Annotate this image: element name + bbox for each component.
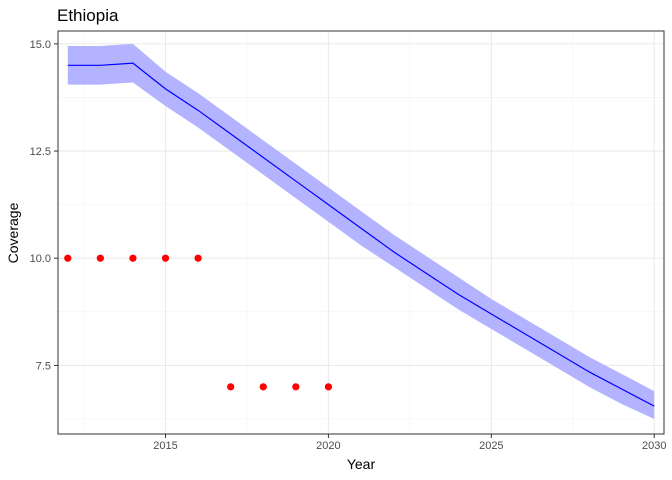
data-point bbox=[259, 383, 267, 391]
y-tick-label: 10.0 bbox=[30, 253, 51, 265]
y-axis-title: Coverage bbox=[5, 202, 21, 263]
data-point bbox=[96, 254, 104, 262]
points-layer bbox=[64, 254, 333, 391]
ribbon-layer bbox=[67, 43, 655, 419]
data-point bbox=[129, 254, 137, 262]
grid-minor bbox=[58, 31, 664, 434]
confidence-ribbon bbox=[67, 43, 655, 419]
y-tick-label: 7.5 bbox=[36, 360, 51, 372]
line-layer bbox=[67, 62, 655, 407]
x-tick-label: 2015 bbox=[153, 440, 177, 452]
data-point bbox=[194, 254, 202, 262]
data-point bbox=[227, 383, 235, 391]
x-tick-label: 2025 bbox=[479, 440, 503, 452]
panel-border bbox=[57, 30, 665, 435]
x-axis-ticks: 2015 2020 2025 2030 bbox=[153, 434, 666, 452]
data-point bbox=[292, 383, 300, 391]
y-tick-label: 12.5 bbox=[30, 146, 51, 158]
x-tick-label: 2020 bbox=[316, 440, 340, 452]
y-tick-label: 15.0 bbox=[30, 39, 51, 51]
data-point bbox=[64, 254, 72, 262]
chart-title: Ethiopia bbox=[57, 6, 119, 25]
x-axis-title: Year bbox=[347, 456, 376, 472]
data-point bbox=[161, 254, 170, 262]
series-line bbox=[67, 62, 655, 407]
x-tick-label: 2030 bbox=[642, 440, 666, 452]
data-point bbox=[324, 383, 333, 391]
y-axis-ticks: 7.5 10.0 12.5 15.0 bbox=[30, 39, 58, 372]
